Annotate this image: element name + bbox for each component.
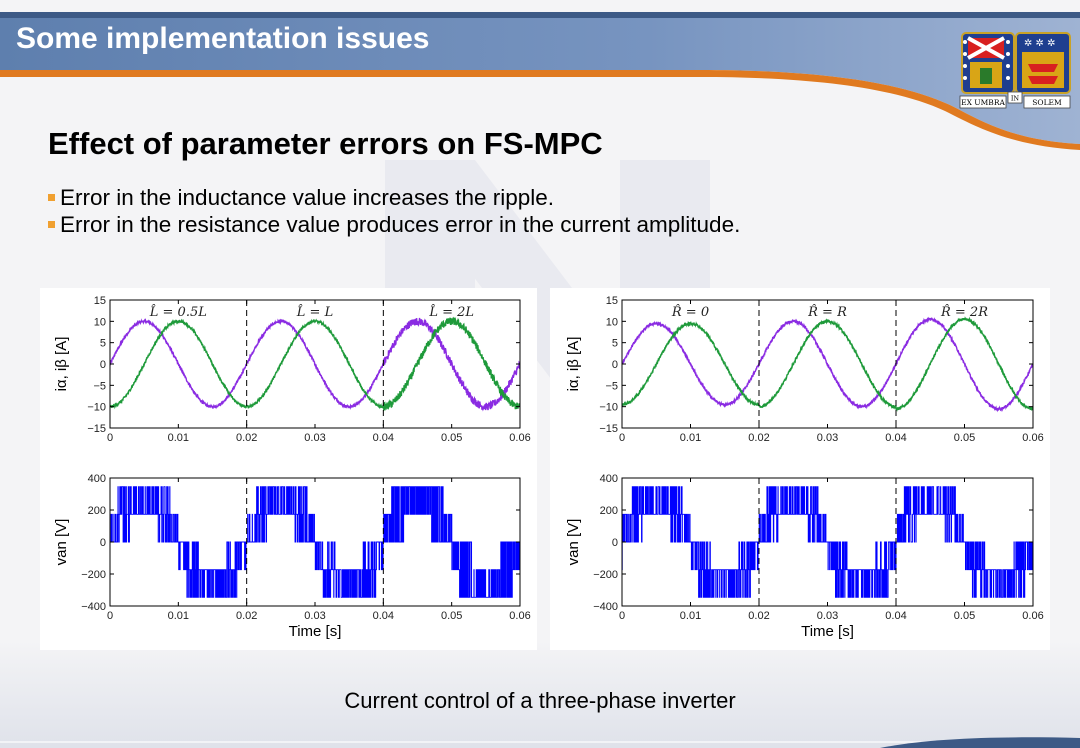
x-tick-label: 0.04: [885, 432, 906, 444]
x-tick-label: 0.06: [1022, 610, 1043, 622]
x-tick-label: 0.01: [680, 610, 701, 622]
x-tick-label: 0.01: [168, 432, 189, 444]
segment-annotation: L̂ = L: [296, 304, 333, 320]
series-i-beta: [622, 316, 1033, 412]
segment-annotation: R̂ = 2R: [940, 304, 988, 320]
bullet-marker: [48, 220, 55, 228]
x-tick-label: 0.05: [954, 610, 975, 622]
x-tick-label: 0.03: [817, 610, 838, 622]
motto-left: EX UMBRA: [961, 98, 1005, 107]
x-tick-label: 0.05: [441, 432, 462, 444]
plot-data: [622, 486, 1033, 598]
y-tick-label: −400: [81, 601, 106, 613]
x-tick-label: 0.03: [817, 432, 838, 444]
bullet-item: Error in the resistance value produces e…: [48, 212, 740, 238]
slide-heading: Effect of parameter errors on FS-MPC: [48, 126, 603, 161]
y-tick-label: 10: [94, 316, 106, 328]
y-tick-label: 200: [88, 505, 106, 517]
y-tick-label: 10: [606, 316, 618, 328]
x-tick-label: 0: [619, 610, 625, 622]
x-tick-label: 0.02: [748, 610, 769, 622]
x-tick-label: 0.02: [236, 610, 257, 622]
figure-panel-right: [550, 288, 1050, 650]
x-tick-label: 0.02: [748, 432, 769, 444]
university-logo: ✲ ✲ ✲ EX UMBRA IN SOLEM: [959, 32, 1071, 109]
series-i-alpha: [622, 316, 1033, 413]
y-tick-label: −200: [593, 569, 618, 581]
header-title: Some implementation issues: [16, 22, 430, 55]
segment-annotation: R̂ = 0: [671, 304, 709, 320]
x-tick-label: 0: [619, 432, 625, 444]
x-tick-label: 0.05: [954, 432, 975, 444]
plot-data: [110, 316, 520, 412]
x-tick-label: 0.04: [373, 432, 394, 444]
y-axis-label: van [V]: [53, 519, 70, 566]
motto-mid: IN: [1011, 95, 1020, 103]
series-i-beta: [110, 316, 520, 412]
series-i-alpha: [110, 317, 520, 412]
y-axis-label: iα, iβ [A]: [565, 337, 582, 392]
bullet-text: Error in the inductance value increases …: [60, 185, 555, 210]
chart-4: 0 0.01 0.02 0.03 0.04 0.05 0.06 400 200 0 −200 −400…: [565, 473, 1044, 640]
y-tick-label: −10: [87, 402, 106, 414]
bullet-marker: [48, 193, 55, 201]
y-tick-label: −10: [599, 402, 618, 414]
segment-annotation: R̂ = R: [807, 304, 847, 320]
y-tick-label: 15: [94, 295, 106, 307]
x-tick-label: 0.06: [509, 432, 530, 444]
x-tick-label: 0.04: [373, 610, 394, 622]
y-tick-label: 5: [612, 338, 618, 350]
x-tick-label: 0.05: [441, 610, 462, 622]
y-tick-label: 200: [600, 505, 618, 517]
bullet-text: Error in the resistance value produces e…: [60, 212, 741, 237]
y-tick-label: 400: [88, 473, 106, 485]
y-axis-label: iα, iβ [A]: [53, 337, 70, 392]
figure-caption: Current control of a three-phase inverte…: [344, 688, 736, 713]
chart-3: 0 0.01 0.02 0.03 0.04 0.05 0.06 400 200 0 −200 −400…: [53, 473, 531, 640]
y-tick-label: 15: [606, 295, 618, 307]
x-tick-label: 0: [107, 432, 113, 444]
x-axis-label: Time [s]: [289, 623, 342, 640]
x-tick-label: 0: [107, 610, 113, 622]
x-axis-label: Time [s]: [801, 623, 854, 640]
plot-data: [110, 486, 520, 598]
motto-right: SOLEM: [1032, 98, 1062, 107]
y-tick-label: −15: [87, 423, 106, 435]
y-tick-label: −15: [599, 423, 618, 435]
y-tick-label: 5: [100, 338, 106, 350]
segment-annotation: L̂ = 0.5L: [149, 304, 207, 320]
x-tick-label: 0.02: [236, 432, 257, 444]
y-tick-label: −400: [593, 601, 618, 613]
x-tick-label: 0.06: [1022, 432, 1043, 444]
x-tick-label: 0.04: [885, 610, 906, 622]
y-tick-label: 0: [100, 537, 106, 549]
x-tick-label: 0.06: [509, 610, 530, 622]
segment-annotation: L̂ = 2L: [428, 304, 474, 320]
chart-1: 0 0.01 0.02 0.03 0.04 0.05 0.06 15 10 5 0 −5 −10 −15 i…: [53, 295, 531, 444]
x-tick-label: 0.03: [304, 432, 325, 444]
y-axis-label: van [V]: [565, 519, 582, 566]
x-tick-label: 0.03: [304, 610, 325, 622]
chart-2: 0 0.01 0.02 0.03 0.04 0.05 0.06 15 10 5 0 −5 −10 −15 i…: [565, 295, 1044, 444]
y-tick-label: −5: [93, 380, 106, 392]
svg-text:✲ ✲ ✲: ✲ ✲ ✲: [1024, 38, 1056, 49]
y-tick-label: −200: [81, 569, 106, 581]
series-v-an: [622, 486, 1033, 598]
x-tick-label: 0.01: [168, 610, 189, 622]
y-tick-label: 0: [612, 359, 618, 371]
bullet-item: Error in the inductance value increases …: [48, 185, 554, 211]
y-tick-label: 400: [600, 473, 618, 485]
series-v-an: [110, 486, 520, 598]
plot-data: [622, 316, 1033, 413]
x-tick-label: 0.01: [680, 432, 701, 444]
y-tick-label: 0: [612, 537, 618, 549]
y-tick-label: −5: [605, 380, 618, 392]
y-tick-label: 0: [100, 359, 106, 371]
